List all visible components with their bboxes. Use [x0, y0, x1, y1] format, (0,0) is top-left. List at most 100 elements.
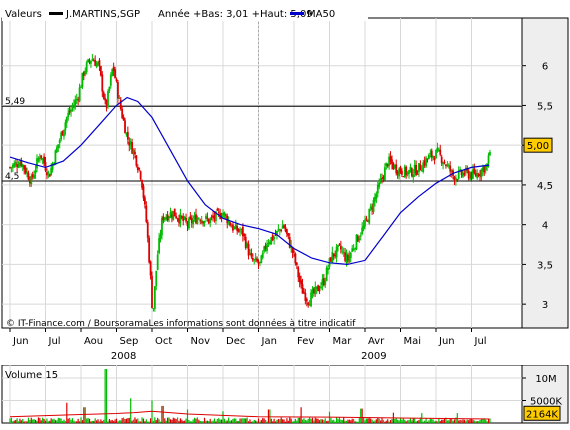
price-axis-strip	[521, 17, 569, 329]
candle-body	[287, 233, 290, 236]
candle-body	[243, 234, 246, 237]
candle-body	[230, 226, 233, 228]
legend-year-range: Année +Bas: 3,01 +Haut: 5,09	[158, 8, 313, 20]
candle-body	[249, 252, 251, 255]
candle-body	[180, 216, 183, 218]
candle-body	[95, 62, 98, 67]
candle-body	[149, 261, 152, 276]
candle-body	[268, 242, 271, 245]
volume-tick-label: 10M	[535, 374, 556, 385]
candle-body	[358, 238, 361, 240]
candle-body	[240, 228, 243, 231]
candle-body	[91, 59, 94, 61]
candle-body	[114, 69, 116, 79]
candle-body	[311, 290, 314, 294]
candle-body	[210, 216, 213, 218]
candle-body	[338, 243, 341, 245]
candle-body	[477, 174, 480, 176]
candle-body	[426, 158, 429, 160]
candle-body	[342, 251, 345, 253]
candle-body	[250, 252, 253, 257]
candle-body	[195, 214, 197, 224]
volume-tick-label: 5000K	[530, 397, 562, 408]
candle-body	[408, 170, 410, 174]
candle-body	[200, 219, 203, 224]
candle-body	[153, 286, 156, 309]
candle-body	[374, 196, 376, 202]
candle-body	[87, 59, 89, 63]
candle-body	[58, 140, 61, 144]
candle-body	[179, 213, 182, 224]
candle-body	[224, 214, 227, 216]
y-tick-label: 6	[542, 62, 548, 73]
candle-body	[366, 220, 369, 222]
candle-body	[489, 152, 491, 156]
candle-body	[415, 165, 418, 176]
candle-body	[98, 60, 101, 66]
candle-body	[241, 226, 244, 237]
candle-body	[51, 163, 54, 170]
candle-body	[21, 164, 24, 167]
candle-body	[34, 170, 37, 174]
candle-body	[312, 288, 315, 294]
candle-body	[480, 169, 483, 178]
copyright-note: © IT-Finance.com / BoursoramaLes informa…	[6, 318, 356, 329]
candle-body	[188, 218, 190, 229]
candle-body	[189, 216, 192, 219]
x-tick-label: Jun	[12, 336, 29, 347]
candle-body	[75, 98, 78, 101]
candle-body	[139, 171, 142, 180]
candle-body	[17, 166, 20, 168]
candle-body	[382, 177, 385, 179]
x-tick-label: Aou	[84, 336, 103, 347]
legend-box	[2, 6, 368, 21]
candle-body	[81, 72, 84, 87]
y-tick-label: 4	[542, 221, 548, 232]
last-value-label: 5,00	[527, 141, 549, 152]
candle-body	[97, 62, 99, 64]
candle-body	[349, 252, 352, 259]
candle-body	[155, 270, 158, 286]
x-tick-label: Mai	[404, 336, 422, 347]
candle-body	[126, 131, 129, 140]
candle-body	[378, 182, 381, 187]
candle-body	[43, 156, 45, 164]
candle-body	[125, 132, 128, 136]
candle-body	[9, 167, 11, 169]
candle-body	[355, 234, 358, 250]
candle-body	[61, 130, 64, 136]
x-tick-label: Avr	[368, 336, 385, 347]
candle-body	[352, 248, 355, 250]
candle-body	[317, 285, 320, 292]
candle-body	[183, 217, 186, 220]
candle-body	[109, 75, 112, 86]
candle-body	[487, 155, 490, 164]
candle-body	[386, 164, 389, 167]
candle-body	[151, 275, 153, 309]
candle-body	[399, 166, 402, 173]
candle-body	[307, 302, 310, 305]
candle-body	[409, 166, 412, 172]
y-tick-label: 3,5	[537, 260, 553, 271]
candle-body	[259, 261, 261, 263]
candle-body	[420, 170, 423, 172]
candle-body	[357, 236, 359, 242]
candle-body	[30, 175, 33, 185]
candle-body	[433, 158, 436, 160]
candle-body	[291, 247, 294, 254]
candle-body	[271, 234, 274, 241]
candle-body	[117, 81, 119, 99]
candle-body	[341, 250, 344, 252]
candle-body	[474, 172, 477, 177]
candle-body	[437, 149, 440, 151]
candle-body	[412, 174, 415, 178]
candle-body	[107, 91, 109, 108]
candle-body	[278, 229, 281, 231]
candle-body	[348, 255, 351, 262]
candle-body	[146, 222, 149, 238]
candle-body	[50, 167, 53, 176]
candle-body	[54, 150, 57, 166]
candle-body	[70, 109, 72, 112]
candle-body	[229, 222, 231, 226]
